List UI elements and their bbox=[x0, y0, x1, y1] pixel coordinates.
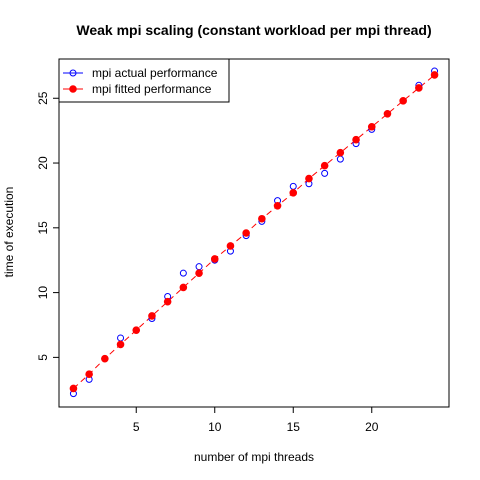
y-tick-label: 20 bbox=[36, 156, 50, 170]
legend-actual-marker bbox=[69, 69, 77, 77]
x-tick-label: 5 bbox=[133, 420, 140, 434]
y-tick-label: 25 bbox=[36, 91, 50, 105]
fitted-performance-point bbox=[210, 255, 219, 263]
axes-layer: 5 10 15 20 5 10 15 20 25 bbox=[36, 91, 379, 434]
fitted-performance-point bbox=[320, 161, 329, 170]
legend: mpi actual performance mpi fitted perform… bbox=[58, 58, 230, 103]
fitted-performance-point bbox=[399, 97, 407, 105]
fitted-performance-point bbox=[195, 269, 203, 277]
fitted-performance-point bbox=[430, 71, 439, 79]
fitted-performance-point bbox=[415, 84, 423, 92]
fitted-performance-point bbox=[336, 148, 345, 157]
actual-performance-point bbox=[336, 155, 344, 163]
fitted-performance-point bbox=[132, 326, 141, 334]
legend-box bbox=[58, 58, 230, 103]
actual-performance-point bbox=[289, 182, 297, 190]
legend-fitted-marker bbox=[69, 85, 77, 93]
y-axis-label: time of execution bbox=[2, 187, 16, 278]
y-tick-label: 15 bbox=[36, 221, 50, 235]
fitted-performance-line bbox=[73, 74, 435, 389]
legend-fitted-label: mpi fitted performance bbox=[92, 82, 212, 96]
x-axis-label: number of mpi threads bbox=[194, 450, 314, 464]
actual-performance-point bbox=[117, 334, 125, 342]
fitted-performance-point bbox=[226, 242, 235, 250]
fitted-performance-point bbox=[116, 340, 125, 349]
x-tick-label: 15 bbox=[287, 420, 301, 434]
fitted-performance-point bbox=[273, 201, 282, 210]
chart-title: Weak mpi scaling (constant workload per … bbox=[76, 22, 431, 38]
fitted-performance-point bbox=[352, 135, 360, 144]
x-tick-label: 10 bbox=[208, 420, 222, 434]
fitted-performance-point bbox=[383, 110, 392, 118]
actual-performance-point bbox=[179, 269, 187, 277]
legend-actual-label: mpi actual performance bbox=[92, 66, 218, 80]
series-layer bbox=[69, 67, 439, 398]
fitted-performance-point bbox=[289, 189, 298, 197]
x-tick-label: 20 bbox=[365, 420, 379, 434]
fitted-performance-point bbox=[305, 174, 313, 183]
fitted-performance-point bbox=[367, 122, 376, 131]
fitted-performance-point bbox=[69, 384, 78, 393]
fitted-performance-point bbox=[85, 370, 93, 379]
fitted-performance-point bbox=[179, 283, 188, 292]
actual-performance-point bbox=[195, 263, 203, 271]
fitted-performance-point bbox=[258, 214, 266, 223]
plot-frame bbox=[58, 58, 450, 408]
fitted-performance-point bbox=[148, 312, 156, 320]
fitted-performance-point bbox=[101, 354, 109, 363]
y-tick-label: 10 bbox=[36, 286, 50, 300]
actual-performance-point bbox=[321, 169, 329, 177]
fitted-performance-point bbox=[163, 297, 172, 306]
fitted-performance-point bbox=[242, 229, 250, 237]
y-tick-label: 5 bbox=[36, 354, 50, 361]
